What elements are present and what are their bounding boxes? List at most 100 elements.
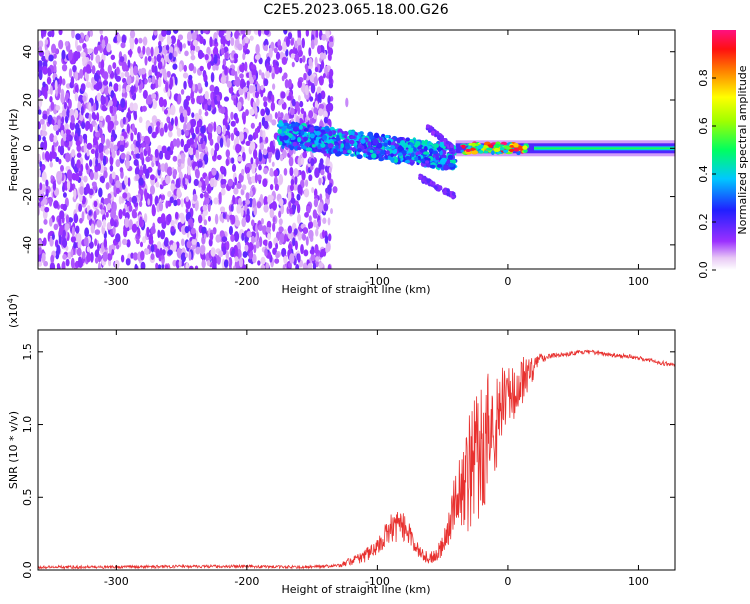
heatmap-peak-cell [470,147,475,151]
heatmap-noise-cell [234,256,239,263]
heatmap-noise-cell [170,35,176,45]
heatmap-noise-cell [272,59,277,67]
heatmap-noise-cell [66,169,73,180]
heatmap-noise-cell [234,30,239,40]
heatmap-noise-cell [327,53,331,61]
heatmap-noise-cell [61,116,65,125]
heatmap-noise-cell [199,65,204,72]
heatmap-noise-cell [214,38,218,45]
heatmap-noise-cell [170,104,176,116]
heatmap-noise-cell [61,261,66,269]
heatmap-noise-cell [289,184,294,192]
heatmap-noise-cell [241,81,246,88]
heatmap-noise-cell [320,60,325,70]
heatmap-noise-cell [225,250,230,261]
heatmap-noise-cell [184,129,189,137]
heatmap-noise-cell [62,229,66,238]
heatmap-noise-cell [291,98,296,107]
heatmap-noise-cell [96,219,102,228]
heatmap-noise-cell [256,97,260,107]
snr-plot: -300 -200 -100 0 100 0.0 0.5 1.0 1.5 Height of … [6,294,676,596]
heatmap-noise-cell [55,104,61,111]
heatmap-noise-cell [74,172,80,182]
heatmap-noise-cell [156,121,161,127]
heatmap-noise-cell [263,204,269,213]
heatmap-noise-cell [287,243,293,251]
heatmap-noise-cell [258,69,262,76]
heatmap-noise-cell [198,108,202,116]
heatmap-noise-cell [228,256,233,268]
heatmap-noise-cell [289,166,294,177]
heatmap-noise-cell [115,75,122,82]
heatmap-noise-cell [253,244,257,254]
heatmap-noise-cell [241,217,247,228]
heatmap-noise-cell [88,113,92,123]
heatmap-noise-cell [232,194,236,205]
heatmap-noise-cell [283,72,288,80]
heatmap-noise-cell [249,141,256,151]
heatmap-noise-cell [76,247,82,257]
heatmap-noise-cell [328,233,332,242]
heatmap-noise-cell [313,113,318,120]
heatmap-peak-cell [486,147,493,151]
heatmap-noise-cell [235,116,239,124]
heatmap-noise-cell [120,254,125,263]
heatmap-noise-cell [314,167,320,179]
heatmap-noise-cell [74,109,79,119]
heatmap-noise-cell [159,247,163,256]
heatmap-noise-cell [210,72,215,83]
heatmap-noise-cell [172,168,178,177]
heatmap-noise-cell [161,145,167,154]
heatmap-signal-cell [435,154,440,161]
heatmap-noise-cell [201,226,207,234]
heatmap-noise-cell [104,149,110,155]
heatmap-noise-cell [167,213,172,223]
heatmap-noise-cell [165,44,170,51]
heatmap-noise-cell [145,156,151,163]
heatmap-noise-cell [282,264,286,269]
heatmap-noise-cell [122,208,126,217]
heatmap-noise-cell [128,219,133,230]
heatmap-noise-cell [59,75,63,86]
heatmap-signal-cell [309,126,315,133]
heatmap-noise-cell [63,101,67,110]
heatmap-noise-cell [251,166,256,174]
heatmap-signal-cell [367,141,372,147]
heatmap-branch-cell [446,188,450,193]
heatmap-signal-cell [320,143,326,148]
heatmap-noise-cell [70,257,75,269]
heatmap-noise-cell [51,151,57,160]
heatmap-signal-cell [383,142,388,148]
heatmap-branch-cell [440,135,444,140]
heatmap-noise-cell [147,55,152,62]
heatmap-noise-cell [169,76,174,88]
y-tick-label: -40 [21,236,34,254]
heatmap-branch-cell [445,140,450,145]
heatmap-noise-cell [292,237,296,247]
heatmap-noise-cell [220,188,226,196]
heatmap-noise-cell [130,85,134,96]
heatmap-noise-cell [108,244,112,254]
heatmap-noise-cell [109,103,114,114]
heatmap-noise-cell [313,37,318,46]
heatmap-signal-cell [290,136,296,140]
heatmap-noise-cell [107,252,113,261]
heatmap-noise-cell [301,170,306,181]
heatmap-noise-cell [88,159,93,167]
heatmap-noise-cell [213,197,219,205]
heatmap-noise-cell [77,101,82,111]
heatmap-noise-cell [168,46,174,54]
y-tick-label: 0.5 [21,489,34,507]
heatmap-noise-cell [168,52,173,60]
heatmap-branch-cell [425,124,430,129]
heatmap-noise-cell [221,236,228,243]
heatmap-noise-cell [195,125,200,135]
heatmap-noise-cell [154,148,159,158]
heatmap-noise-cell [317,219,321,227]
heatmap-signal-cell [367,135,374,139]
heatmap-noise-cell [149,174,155,181]
heatmap-noise-cell [294,240,298,251]
heatmap-noise-cell [100,209,105,215]
heatmap-noise-cell [253,206,258,216]
heatmap-signal-cell [279,135,284,142]
